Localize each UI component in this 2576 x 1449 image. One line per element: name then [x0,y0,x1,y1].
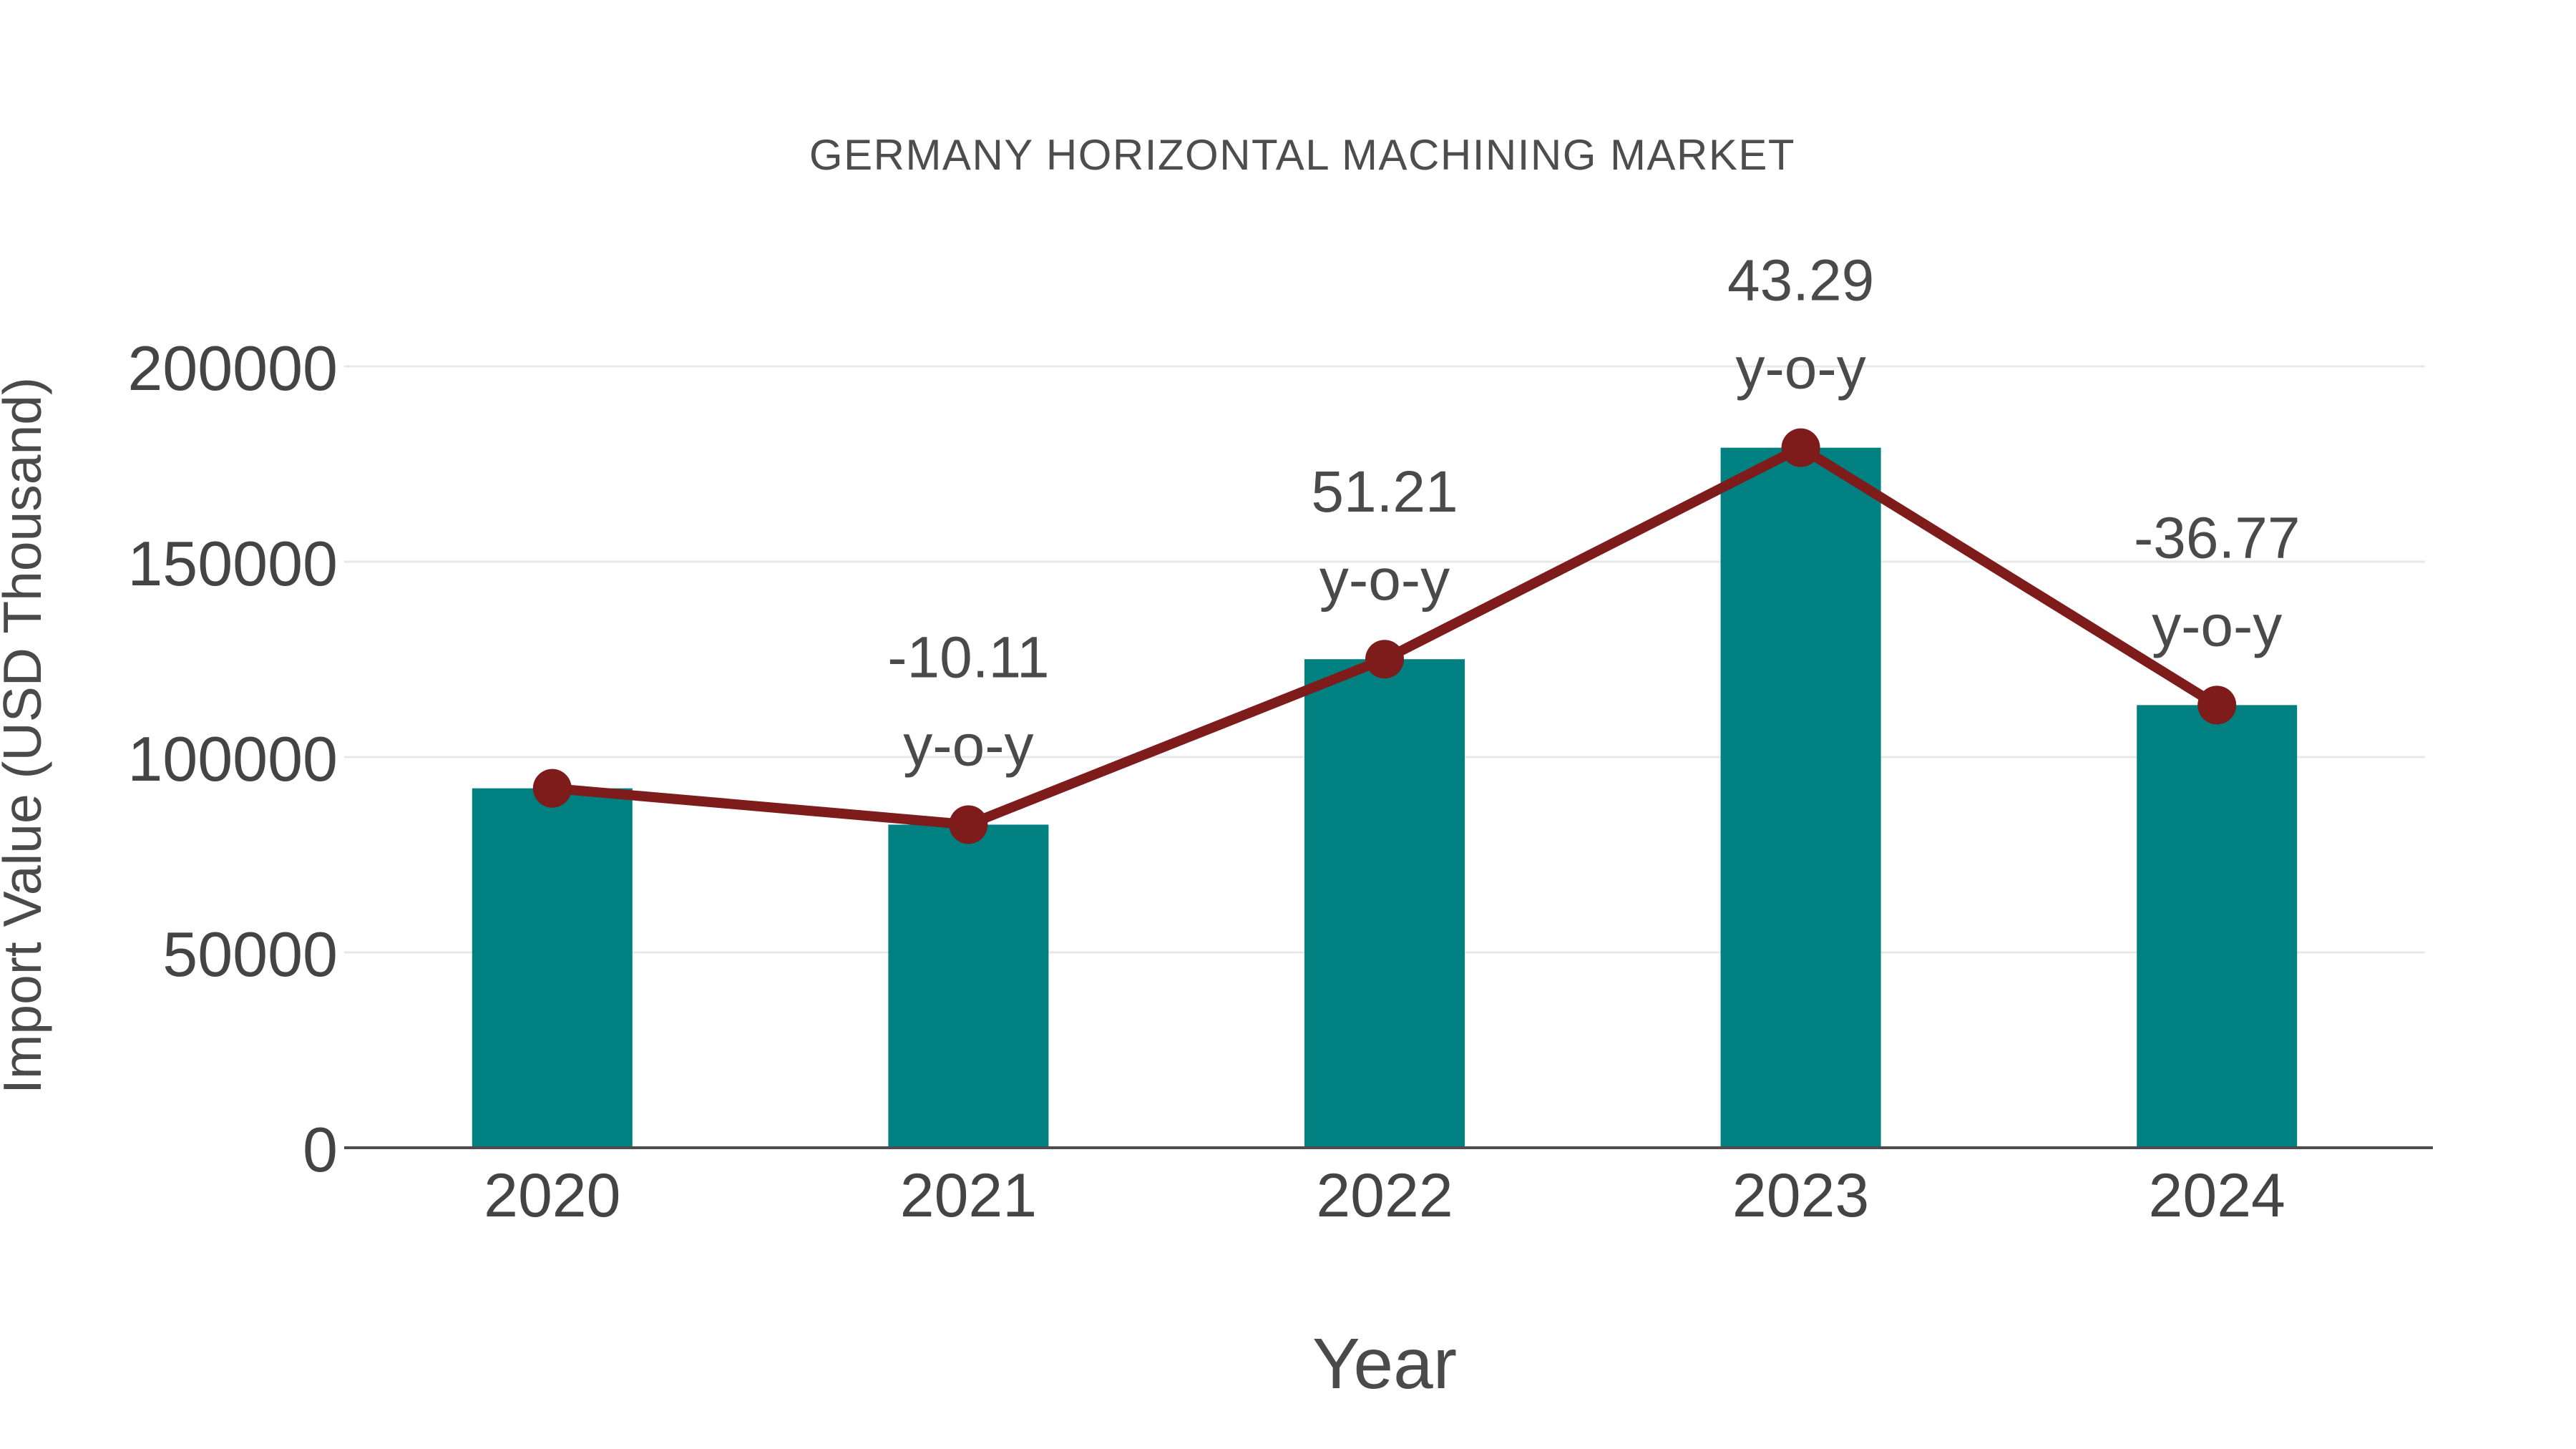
bar-2023 [1720,447,1881,1148]
bar-2021 [888,824,1049,1148]
y-tick-label-50000: 50000 [162,919,338,990]
bar-2020 [472,788,633,1148]
trend-marker-2022 [1365,640,1404,679]
bar-2024 [2137,705,2298,1148]
x-tick-label-2020: 2020 [484,1161,620,1230]
annotation-suffix-2022: y-o-y [1319,547,1450,613]
x-tick-label-2021: 2021 [900,1161,1037,1230]
x-tick-label-2022: 2022 [1316,1161,1453,1230]
annotation-value-2024: -36.77 [2134,505,2301,570]
trend-marker-2023 [1781,428,1820,467]
annotation-value-2021: -10.11 [887,625,1049,690]
y-tick-label-200000: 200000 [127,333,338,404]
x-tick-label-2024: 2024 [2149,1161,2285,1230]
y-tick-label-150000: 150000 [127,528,338,599]
annotation-suffix-2024: y-o-y [2152,593,2282,658]
annotation-suffix-2023: y-o-y [1735,336,1865,401]
annotation-value-2022: 51.21 [1311,459,1458,525]
x-axis-title: Year [1312,1324,1457,1404]
annotation-value-2023: 43.29 [1727,248,1874,313]
y-tick-label-0: 0 [303,1114,338,1185]
x-tick-label-2023: 2023 [1732,1161,1869,1230]
y-tick-label-100000: 100000 [127,723,338,794]
trend-marker-2020 [532,769,572,808]
trend-marker-2021 [949,805,988,844]
chart-title: GERMANY HORIZONTAL MACHINING MARKET [809,131,1795,179]
bar-2022 [1304,659,1465,1148]
annotation-suffix-2021: y-o-y [903,713,1033,778]
trend-marker-2024 [2197,686,2237,725]
y-axis-title: Import Value (USD Thousand) [0,377,52,1094]
